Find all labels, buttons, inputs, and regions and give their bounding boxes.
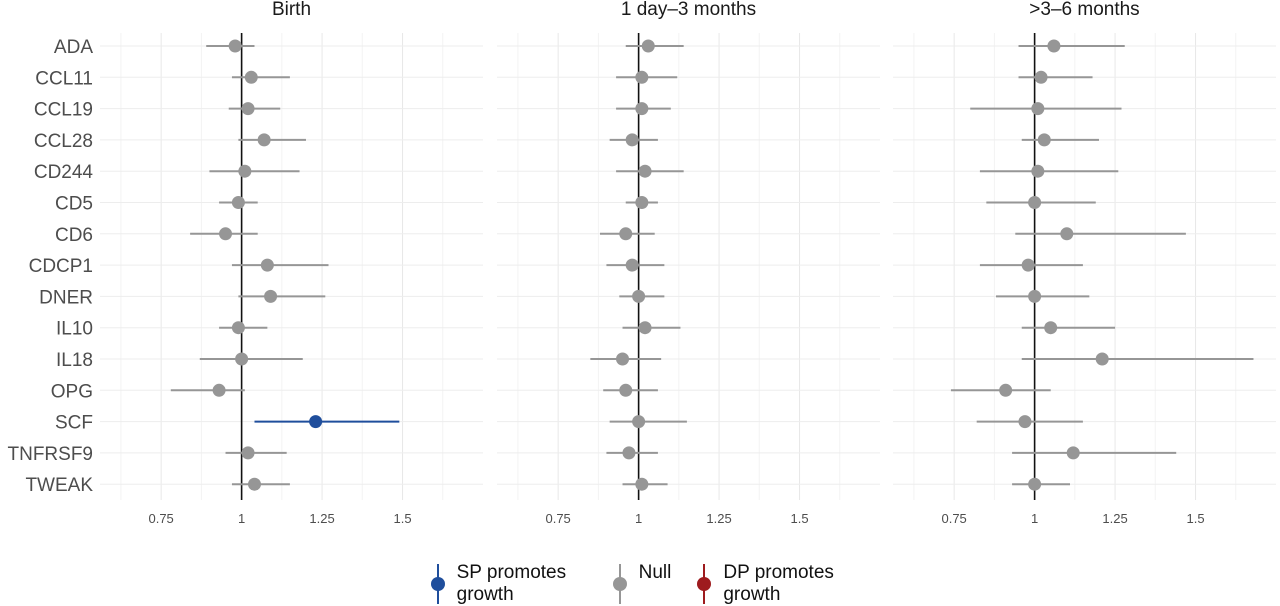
point-estimate [212, 383, 226, 397]
legend-label-null: Null [638, 562, 672, 583]
point-estimate [622, 446, 636, 460]
point-estimate [635, 196, 649, 209]
legend-key-null [612, 564, 627, 604]
category-label: CCL19 [34, 100, 93, 121]
point-estimate [1034, 70, 1048, 84]
point-estimate [231, 321, 245, 335]
category-label: OPG [51, 381, 93, 402]
point-estimate [1044, 321, 1058, 335]
x-tick-label: 1.25 [309, 511, 334, 526]
point-estimate [247, 477, 261, 491]
point-estimate [219, 227, 233, 241]
point-estimate [1031, 102, 1045, 116]
point-estimate [616, 352, 630, 366]
legend-item-sp: SP promotes growth [427, 562, 587, 606]
forest-plot: ADA CCL11 CCL19 CCL28 CD244 CD5 CD6 CDCP1 DNER IL… [8, 0, 1276, 526]
panel-title: 1 day–3 months [621, 0, 756, 20]
x-tick-label: 1.5 [1186, 511, 1204, 526]
point-estimate [1028, 196, 1042, 209]
x-tick-label: 1.25 [1102, 511, 1127, 526]
category-label: CCL11 [35, 68, 93, 89]
x-tick-label: 1 [1031, 511, 1038, 526]
point-estimate [1095, 352, 1109, 366]
legend-key-sp-dot [430, 577, 445, 591]
category-label: CD5 [55, 194, 93, 215]
legend-item-dp: DP promotes growth [693, 562, 853, 606]
point-estimate [238, 164, 252, 178]
category-label: DNER [39, 287, 93, 308]
legend-item-null: Null [609, 562, 672, 606]
point-estimate [231, 196, 245, 209]
point-estimate [625, 258, 639, 272]
panel-title: >3–6 months [1029, 0, 1139, 20]
point-estimate [635, 70, 649, 84]
point-estimate [641, 39, 655, 53]
point-estimate [244, 70, 258, 84]
point-estimate [1028, 289, 1042, 303]
x-tick-label: 1.5 [393, 511, 411, 526]
legend-key-dp [697, 564, 712, 604]
category-label: IL18 [56, 350, 93, 371]
category-label: CD6 [55, 225, 93, 246]
category-label: TWEAK [25, 475, 93, 496]
legend-label-dp: DP promotes growth [723, 562, 834, 605]
category-label: IL10 [56, 319, 93, 340]
x-tick-label: 1 [635, 511, 642, 526]
x-tick-label: 0.75 [941, 511, 966, 526]
point-estimate [1028, 477, 1042, 491]
point-estimate [264, 289, 278, 303]
point-estimate [619, 383, 633, 397]
point-estimate [632, 415, 646, 429]
point-estimate [632, 289, 646, 303]
panel-title: Birth [272, 0, 311, 20]
point-estimate [999, 383, 1013, 397]
point-estimate [635, 477, 649, 491]
point-estimate [257, 133, 271, 147]
point-estimate [235, 352, 249, 366]
point-estimate [1031, 164, 1045, 178]
point-estimate [228, 39, 242, 53]
point-estimate [625, 133, 639, 147]
legend-key-sp [430, 564, 445, 604]
legend-key-null-dot [612, 577, 627, 591]
category-label: SCF [55, 413, 93, 434]
point-estimate [309, 415, 323, 429]
x-tick-label: 0.75 [545, 511, 570, 526]
x-tick-label: 0.75 [148, 511, 173, 526]
point-estimate [260, 258, 274, 272]
x-tick-label: 1.5 [790, 511, 808, 526]
point-estimate [1066, 446, 1080, 460]
point-estimate [638, 321, 652, 335]
legend-key-dp-dot [697, 577, 712, 591]
point-estimate [635, 102, 649, 116]
legend: SP promotes growth Null DP promotes grow… [0, 562, 1280, 606]
category-label: CDCP1 [29, 256, 93, 277]
x-tick-label: 1 [238, 511, 245, 526]
legend-label-sp: SP promotes growth [456, 562, 567, 605]
point-estimate [619, 227, 633, 241]
category-label: ADA [54, 37, 93, 58]
x-tick-label: 1.25 [706, 511, 731, 526]
point-estimate [1037, 133, 1051, 147]
point-estimate [1018, 415, 1032, 429]
point-estimate [638, 164, 652, 178]
category-label: CCL28 [34, 131, 93, 152]
category-label: TNFRSF9 [8, 444, 94, 465]
point-estimate [1060, 227, 1074, 241]
point-estimate [1021, 258, 1035, 272]
category-label: CD244 [34, 162, 94, 183]
point-estimate [241, 446, 255, 460]
point-estimate [1047, 39, 1061, 53]
point-estimate [241, 102, 255, 116]
